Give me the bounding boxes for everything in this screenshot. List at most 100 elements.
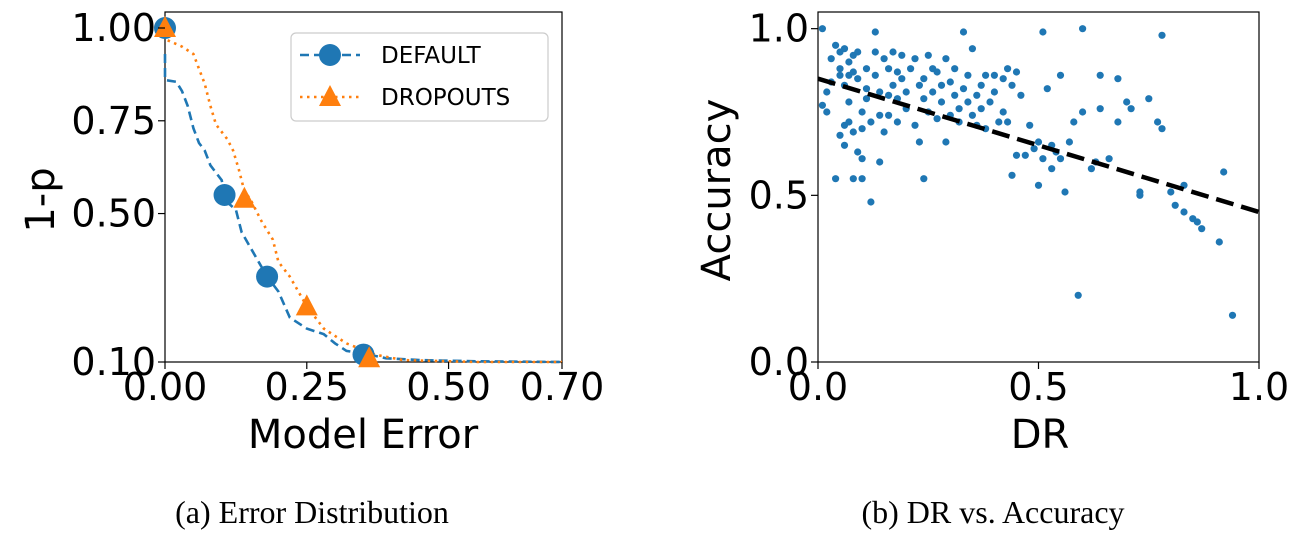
- scatter-point-135: [1145, 95, 1153, 103]
- series-line-default: [163, 54, 563, 364]
- scatter-point-93: [990, 88, 999, 96]
- scatter-point-6: [832, 41, 840, 49]
- scatter-point-11: [836, 131, 844, 139]
- series-line-dropouts: [163, 28, 562, 364]
- scatter-point-59: [915, 81, 924, 89]
- scatter-point-140: [1171, 201, 1179, 209]
- scatter-point-52: [898, 51, 906, 59]
- marker-default-1: [213, 184, 236, 206]
- scatter-point-70: [937, 98, 946, 106]
- scatter-point-95: [995, 118, 1003, 126]
- scatter-point-60: [915, 138, 924, 146]
- x-tick-label: 0.50: [406, 365, 491, 409]
- scatter-point-106: [1026, 121, 1034, 129]
- legend-label-dropouts: DROPOUTS: [381, 85, 510, 111]
- scatter-point-7: [832, 175, 840, 183]
- scatter-point-32: [862, 85, 871, 93]
- scatter-point-45: [885, 91, 893, 99]
- scatter-point-123: [1079, 25, 1087, 33]
- scatter-point-83: [964, 98, 972, 106]
- scatter-point-94: [990, 71, 999, 79]
- scatter-point-69: [933, 115, 941, 123]
- scatter-point-131: [1123, 98, 1131, 106]
- scatter-point-120: [1070, 118, 1078, 126]
- scatter-point-72: [942, 55, 950, 63]
- scatter-point-85: [968, 45, 977, 53]
- scatter-point-3: [823, 108, 831, 116]
- marker-dropouts-3: [358, 346, 381, 368]
- scatter-point-139: [1167, 188, 1175, 196]
- x-tick-label: 0.70: [520, 365, 605, 409]
- scatter-point-49: [893, 68, 902, 76]
- legend-frame: [290, 32, 549, 122]
- scatter-point-19: [845, 58, 853, 66]
- scatter-point-136: [1154, 118, 1162, 126]
- scatter-point-12: [840, 45, 849, 53]
- scatter-point-127: [1096, 105, 1104, 113]
- caption-a: (a) Error Distribution: [175, 494, 449, 530]
- scatter-point-148: [1228, 311, 1237, 319]
- scatter-point-76: [951, 91, 959, 99]
- scatter-point-17: [845, 118, 853, 126]
- scatter-point-110: [1039, 28, 1047, 36]
- scatter-point-46: [885, 111, 893, 119]
- y-tick-label: 0.5: [749, 173, 809, 217]
- scatter-point-100: [1008, 171, 1016, 179]
- y-axis-label: Accuracy: [694, 99, 740, 282]
- scatter-point-8: [836, 65, 844, 73]
- scatter-point-117: [1056, 155, 1065, 163]
- scatter-point-119: [1065, 138, 1073, 146]
- x-tick-label: 1.0: [1229, 365, 1289, 409]
- scatter-point-68: [933, 68, 941, 76]
- y-axis-label: 1-p: [18, 167, 64, 232]
- error-distribution-chart: 0.10 0.50 0.75 1.00 0.00 0.25 0.50 0.70 Model Er…: [18, 6, 604, 530]
- scatter-point-109: [1034, 138, 1043, 146]
- dr-accuracy-chart: 0.0 0.5 1.0 0.0 0.5 1.0 DR Accuracy (b) DR vs. A…: [694, 7, 1289, 530]
- scatter-point-128: [1105, 155, 1113, 163]
- scatter-point-28: [858, 125, 866, 133]
- scatter-point-111: [1039, 155, 1047, 163]
- scatter-point-22: [849, 128, 857, 136]
- scatter-point-27: [858, 108, 866, 116]
- scatter-point-116: [1056, 71, 1065, 79]
- y-tick-label: 0.10: [71, 340, 156, 384]
- scatter-point-67: [929, 88, 937, 96]
- scatter-point-147: [1220, 168, 1228, 176]
- scatter-point-31: [862, 65, 871, 73]
- scatter-point-73: [942, 138, 950, 146]
- scatter-point-24: [854, 75, 862, 83]
- scatter-point-9: [836, 71, 844, 79]
- scatter-point-57: [911, 55, 919, 63]
- scatter-point-124: [1087, 165, 1095, 173]
- scatter-point-53: [898, 75, 906, 83]
- scatter-point-30: [858, 175, 866, 183]
- scatter-point-105: [1021, 151, 1029, 159]
- scatter-point-29: [858, 155, 866, 163]
- scatter-point-88: [977, 81, 985, 89]
- scatter-point-21: [849, 68, 857, 76]
- x-tick-label: 0.00: [123, 365, 208, 409]
- scatter-point-1: [818, 101, 827, 109]
- scatter-point-74: [946, 78, 954, 86]
- scatter-point-47: [889, 48, 897, 56]
- scatter-point-23: [849, 175, 857, 183]
- scatter-point-33: [862, 95, 871, 103]
- scatter-point-104: [1017, 91, 1025, 99]
- scatter-point-80: [959, 85, 968, 93]
- scatter-point-40: [876, 111, 884, 119]
- scatter-point-43: [880, 128, 888, 136]
- scatter-point-0: [818, 25, 827, 33]
- scatter-point-84: [968, 111, 977, 119]
- scatter-point-107: [1030, 145, 1038, 153]
- scatter-point-138: [1158, 125, 1166, 133]
- x-tick-label: 0.5: [1008, 365, 1068, 409]
- scatter-point-90: [982, 71, 990, 79]
- caption-b: (b) DR vs. Accuracy: [861, 494, 1124, 530]
- scatter-point-2: [823, 88, 831, 96]
- scatter-point-44: [885, 65, 893, 73]
- scatter-point-92: [986, 98, 994, 106]
- scatter-point-146: [1215, 238, 1223, 246]
- y-tick-label: 0.75: [71, 99, 156, 143]
- marker-default-2: [256, 265, 279, 288]
